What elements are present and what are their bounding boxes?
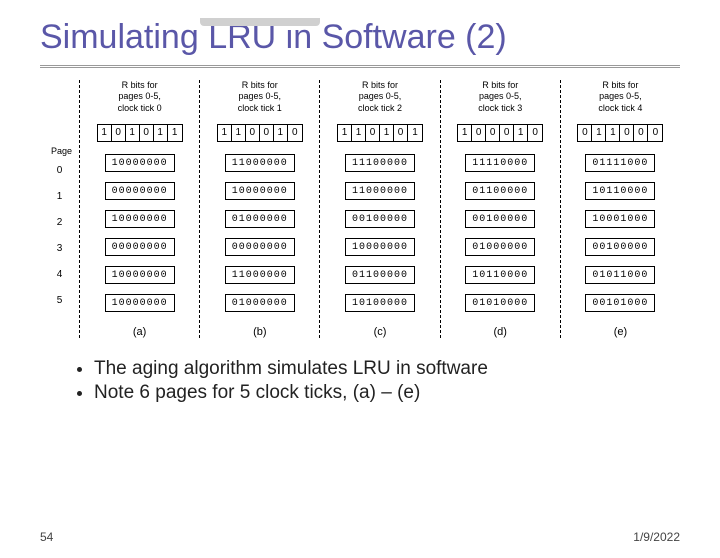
rbits-cell: 1 [458, 125, 472, 141]
rbits-header: R bits forpages 0-5,clock tick 1 [238, 80, 282, 118]
page-index: 3 [57, 236, 63, 262]
counter-box: 00000000 [105, 238, 175, 256]
rbits-cell: 0 [486, 125, 500, 141]
slide-number: 54 [40, 530, 53, 544]
counter-box: 01011000 [585, 266, 655, 284]
counter-box: 01111000 [585, 154, 655, 172]
counter-box: 11110000 [465, 154, 535, 172]
counter-box: 10000000 [105, 266, 175, 284]
counter-box: 01000000 [225, 210, 295, 228]
counter-box: 00101000 [585, 294, 655, 312]
rbits-cell: 1 [514, 125, 528, 141]
rbits-cell: 0 [394, 125, 408, 141]
page-index: 1 [57, 184, 63, 210]
rbits-cell: 0 [112, 125, 126, 141]
rbits-cell: 1 [218, 125, 232, 141]
rbits-cell: 0 [620, 125, 634, 141]
counter-box: 11000000 [345, 182, 415, 200]
counter-box: 10000000 [105, 210, 175, 228]
aging-figure: Page 012345 R bits forpages 0-5,clock ti… [40, 80, 680, 338]
page-index: 4 [57, 262, 63, 288]
counter-box: 11000000 [225, 266, 295, 284]
counter-box: 01100000 [465, 182, 535, 200]
slide-title: Simulating LRU in Software (2) [40, 18, 720, 57]
page-index: 2 [57, 210, 63, 236]
column-label: (d) [493, 326, 506, 338]
rbits-row: 100010 [457, 124, 543, 142]
rbits-cell: 1 [168, 125, 182, 141]
rbits-cell: 0 [528, 125, 542, 141]
rbits-cell: 0 [140, 125, 154, 141]
page-label-column: Page 012345 [40, 80, 80, 338]
page-word: Page [47, 146, 72, 156]
rbits-cell: 1 [232, 125, 246, 141]
tick-column: R bits forpages 0-5,clock tick 310001011… [441, 80, 561, 338]
rbits-cell: 0 [366, 125, 380, 141]
counter-box: 10110000 [465, 266, 535, 284]
counter-box: 01000000 [465, 238, 535, 256]
column-label: (c) [374, 326, 387, 338]
rbits-header: R bits forpages 0-5,clock tick 2 [358, 80, 402, 118]
counter-box: 10000000 [105, 294, 175, 312]
tick-column: R bits forpages 0-5,clock tick 010101110… [80, 80, 200, 338]
rbits-cell: 1 [380, 125, 394, 141]
tick-column: R bits forpages 0-5,clock tick 211010111… [320, 80, 440, 338]
slide-date: 1/9/2022 [633, 530, 680, 544]
rbits-cell: 1 [606, 125, 620, 141]
column-label: (a) [133, 326, 146, 338]
counter-box: 10100000 [345, 294, 415, 312]
rbits-cell: 1 [408, 125, 422, 141]
counter-box: 10000000 [345, 238, 415, 256]
rbits-cell: 1 [98, 125, 112, 141]
rbits-cell: 0 [288, 125, 302, 141]
counter-box: 00100000 [345, 210, 415, 228]
counter-box: 11100000 [345, 154, 415, 172]
bullet-item: Note 6 pages for 5 clock ticks, (a) – (e… [94, 382, 650, 404]
counter-box: 00100000 [585, 238, 655, 256]
rbits-cell: 0 [472, 125, 486, 141]
rbits-row: 011000 [577, 124, 663, 142]
counter-box: 10001000 [585, 210, 655, 228]
rbits-cell: 0 [500, 125, 514, 141]
bullet-list: The aging algorithm simulates LRU in sof… [70, 358, 650, 404]
counter-box: 00000000 [225, 238, 295, 256]
bullet-item: The aging algorithm simulates LRU in sof… [94, 358, 650, 380]
column-label: (e) [614, 326, 627, 338]
rbits-header: R bits forpages 0-5,clock tick 4 [598, 80, 642, 118]
counter-box: 01000000 [225, 294, 295, 312]
rbits-row: 110010 [217, 124, 303, 142]
rbits-cell: 0 [634, 125, 648, 141]
rbits-cell: 1 [126, 125, 140, 141]
counter-box: 10110000 [585, 182, 655, 200]
rbits-header: R bits forpages 0-5,clock tick 3 [478, 80, 522, 118]
rbits-cell: 1 [154, 125, 168, 141]
page-index: 5 [57, 288, 63, 314]
rbits-cell: 0 [648, 125, 662, 141]
rbits-row: 110101 [337, 124, 423, 142]
page-index: 0 [57, 158, 63, 184]
counter-box: 00100000 [465, 210, 535, 228]
counter-box: 01100000 [345, 266, 415, 284]
counter-box: 00000000 [105, 182, 175, 200]
counter-box: 10000000 [105, 154, 175, 172]
rbits-cell: 1 [274, 125, 288, 141]
tick-column: R bits forpages 0-5,clock tick 111001011… [200, 80, 320, 338]
tick-column: R bits forpages 0-5,clock tick 401100001… [561, 80, 680, 338]
column-label: (b) [253, 326, 266, 338]
rbits-header: R bits forpages 0-5,clock tick 0 [118, 80, 162, 118]
counter-box: 10000000 [225, 182, 295, 200]
tab-decoration [200, 18, 320, 26]
rbits-cell: 1 [352, 125, 366, 141]
counter-box: 01010000 [465, 294, 535, 312]
rbits-cell: 0 [260, 125, 274, 141]
counter-box: 11000000 [225, 154, 295, 172]
rbits-row: 101011 [97, 124, 183, 142]
rbits-cell: 0 [578, 125, 592, 141]
title-underline [40, 65, 680, 68]
rbits-cell: 1 [338, 125, 352, 141]
rbits-cell: 0 [246, 125, 260, 141]
rbits-cell: 1 [592, 125, 606, 141]
